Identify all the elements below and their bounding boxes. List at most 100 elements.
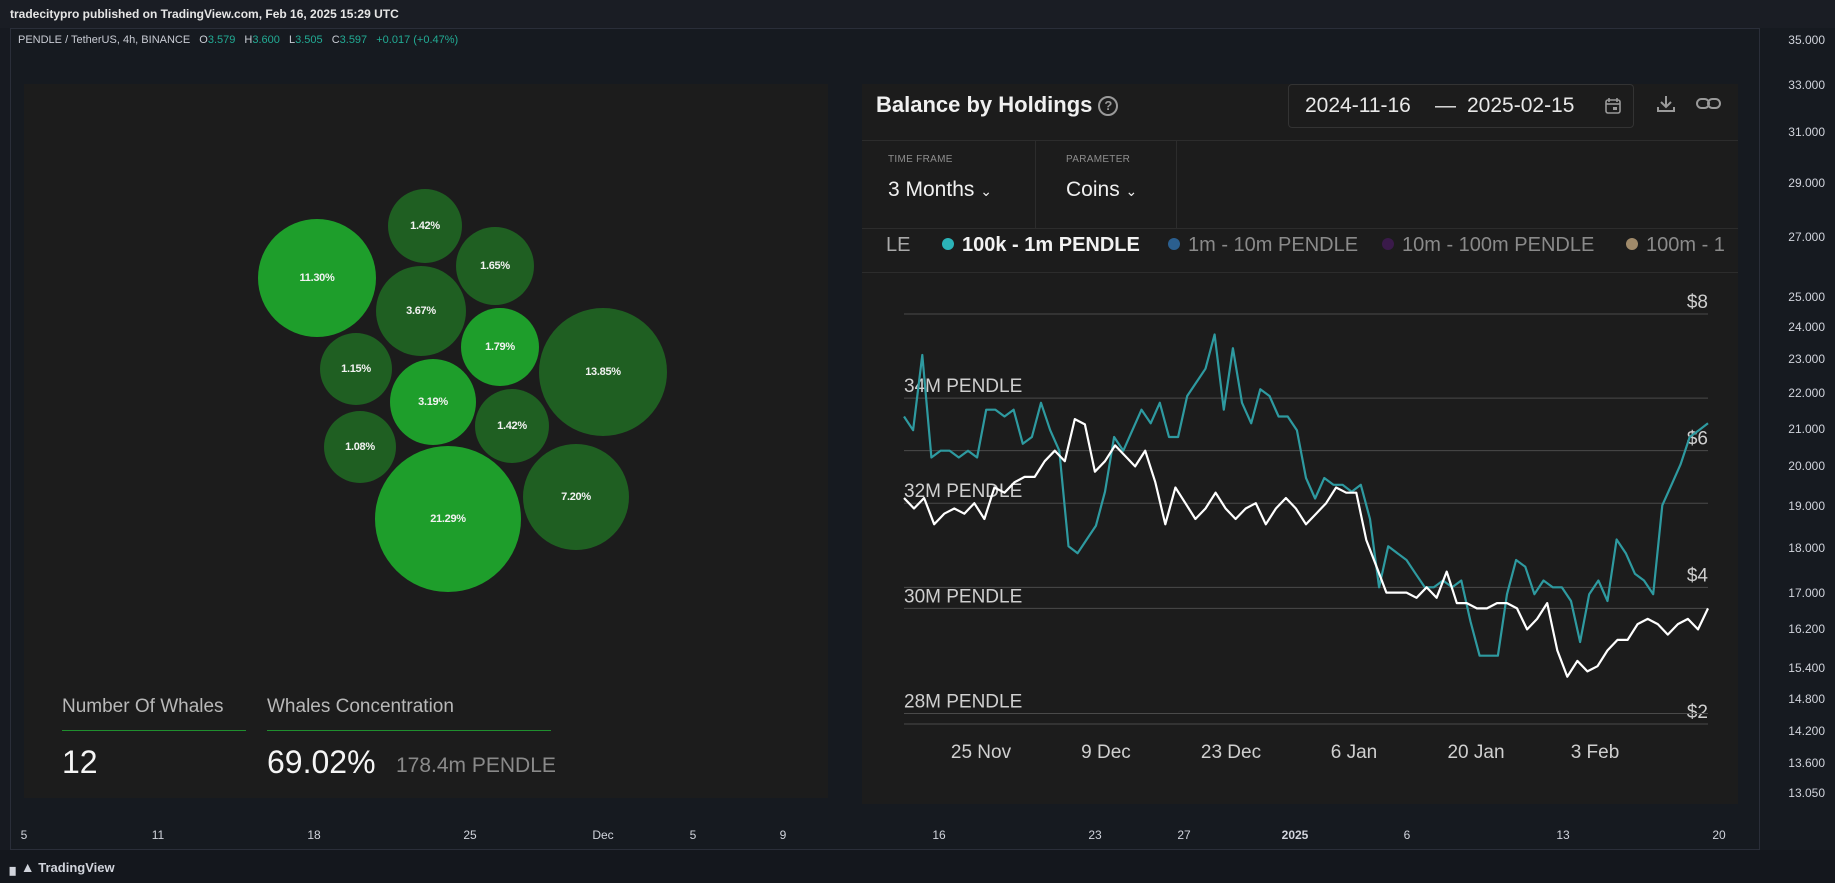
whales-concentration-sub: 178.4m PENDLE [396, 754, 556, 777]
divider [862, 272, 1738, 273]
legend-item-100m[interactable]: 100m - 1 [1626, 234, 1725, 257]
calendar-icon[interactable] [1605, 97, 1621, 115]
whale-bubble[interactable]: 3.19% [390, 359, 476, 445]
whale-bubble[interactable]: 1.15% [320, 333, 392, 405]
parameter-label: PARAMETER [1066, 154, 1131, 165]
series-line [903, 333, 1709, 657]
price-tick: 29.000 [1788, 176, 1825, 190]
price-tick: 31.000 [1788, 125, 1825, 139]
legend-item-1m-10m[interactable]: 1m - 10m PENDLE [1168, 234, 1358, 257]
time-tick: 9 [779, 828, 787, 842]
left-axis-tick: 34M PENDLE [904, 376, 1022, 397]
whale-bubble[interactable]: 1.79% [461, 308, 539, 386]
time-tick: 20 [1712, 828, 1726, 842]
time-axis[interactable]: 5 11 18 25 Dec 5 9 16 23 27 2025 6 13 20 [10, 820, 1760, 850]
time-tick: 27 [1177, 828, 1191, 842]
date-range-picker[interactable]: 2024-11-16 — 2025-02-15 [1288, 84, 1634, 128]
parameter-value: Coins [1066, 178, 1120, 201]
legend-label: 1m - 10m PENDLE [1188, 234, 1359, 256]
price-tick: 13.600 [1788, 756, 1825, 770]
legend-label: 100k - 1m PENDLE [962, 234, 1140, 256]
left-axis-tick: 32M PENDLE [904, 481, 1022, 502]
chevron-down-icon: ⌄ [1125, 183, 1138, 199]
x-axis-tick: 23 Dec [1201, 742, 1261, 763]
price-tick: 21.000 [1788, 422, 1825, 436]
brand-label: TradingView [38, 860, 115, 875]
legend-item-100k-1m[interactable]: 100k - 1m PENDLE [942, 234, 1140, 257]
price-tick: 14.200 [1788, 724, 1825, 738]
price-tick: 25.000 [1788, 290, 1825, 304]
legend-item-truncated[interactable]: LE [886, 234, 911, 256]
number-of-whales-value: 12 [62, 744, 98, 780]
parameter-select[interactable]: Coins ⌄ [1066, 178, 1137, 202]
right-axis-tick: $2 [1687, 702, 1708, 723]
legend-dot-icon [1382, 238, 1394, 250]
footer-bar: ▖▲ TradingView [0, 850, 1835, 883]
number-of-whales-label: Number Of Whales [62, 696, 224, 717]
timeframe-select[interactable]: 3 Months ⌄ [888, 178, 992, 202]
whale-bubble[interactable]: 1.08% [324, 411, 396, 483]
price-tick: 35.000 [1788, 33, 1825, 47]
low-label: L [288, 34, 296, 46]
whale-bubble[interactable]: 1.65% [456, 227, 534, 305]
legend-item-10m-100m[interactable]: 10m - 100m PENDLE [1382, 234, 1594, 257]
close-value: 3.597 [339, 34, 368, 46]
price-tick: 33.000 [1788, 78, 1825, 92]
help-icon[interactable]: ? [1098, 96, 1119, 116]
whale-bubble[interactable]: 21.29% [375, 446, 521, 592]
whale-bubble[interactable]: 11.30% [258, 219, 376, 337]
close-label: C [331, 34, 340, 46]
chevron-down-icon: ⌄ [980, 183, 992, 199]
whales-concentration-value: 69.02% [267, 744, 376, 780]
change-value: +0.017 (+0.47%) [376, 34, 459, 46]
price-tick: 17.000 [1788, 586, 1825, 600]
legend-dot-icon [1168, 238, 1180, 250]
price-tick: 19.000 [1788, 499, 1825, 513]
price-tick: 24.000 [1788, 320, 1825, 334]
price-tick: 16.200 [1788, 622, 1825, 636]
divider [1035, 140, 1036, 228]
tradingview-logo-icon: ▖▲ [10, 859, 35, 875]
link-icon[interactable] [1696, 96, 1722, 112]
time-tick: 18 [307, 828, 321, 842]
price-tick: 18.000 [1788, 541, 1825, 555]
divider [862, 140, 1738, 141]
price-axis[interactable]: 35.000 33.000 31.000 29.000 27.000 25.00… [1760, 28, 1835, 850]
price-tick: 13.050 [1788, 786, 1825, 800]
date-to: 2025-02-15 [1467, 94, 1575, 117]
open-label: O [199, 34, 208, 46]
time-tick: 25 [463, 828, 477, 842]
whales-panel: 11.30% 1.42% 1.65% 3.67% 1.79% 1.15% 13.… [24, 84, 828, 798]
divider [862, 228, 1738, 229]
open-value: 3.579 [207, 34, 236, 46]
legend-dot-icon [942, 238, 954, 250]
timeframe-label: TIME FRAME [888, 154, 953, 165]
high-value: 3.600 [252, 34, 280, 46]
date-from: 2024-11-16 [1305, 94, 1411, 117]
price-tick: 20.000 [1788, 459, 1825, 473]
right-axis-tick: $4 [1687, 565, 1709, 586]
series-legend: LE 100k - 1m PENDLE 1m - 10m PENDLE 10m … [862, 228, 1738, 264]
series-line [903, 418, 1709, 678]
time-tick: 11 [151, 828, 165, 842]
whale-bubble[interactable]: 7.20% [523, 444, 629, 550]
price-tick: 27.000 [1788, 230, 1825, 244]
price-tick: 23.000 [1788, 352, 1825, 366]
tradingview-logo[interactable]: ▖▲ TradingView [10, 859, 115, 876]
whale-bubble[interactable]: 1.42% [388, 189, 462, 263]
legend-label: 10m - 100m PENDLE [1402, 234, 1595, 256]
whale-bubble[interactable]: 1.42% [475, 389, 549, 463]
x-axis-tick: 20 Jan [1447, 742, 1504, 763]
time-tick: Dec [592, 828, 614, 842]
x-axis-tick: 9 Dec [1081, 742, 1131, 763]
legend-dot-icon [1626, 238, 1638, 250]
low-value: 3.505 [295, 34, 323, 46]
holdings-title: Balance by Holdings? [876, 92, 1119, 118]
price-tick: 14.800 [1788, 692, 1825, 706]
whale-bubble[interactable]: 3.67% [376, 266, 466, 356]
whales-concentration-label: Whales Concentration [267, 696, 454, 717]
timeframe-value: 3 Months [888, 178, 975, 201]
whale-bubble[interactable]: 13.85% [539, 308, 667, 436]
download-icon[interactable] [1656, 94, 1676, 114]
